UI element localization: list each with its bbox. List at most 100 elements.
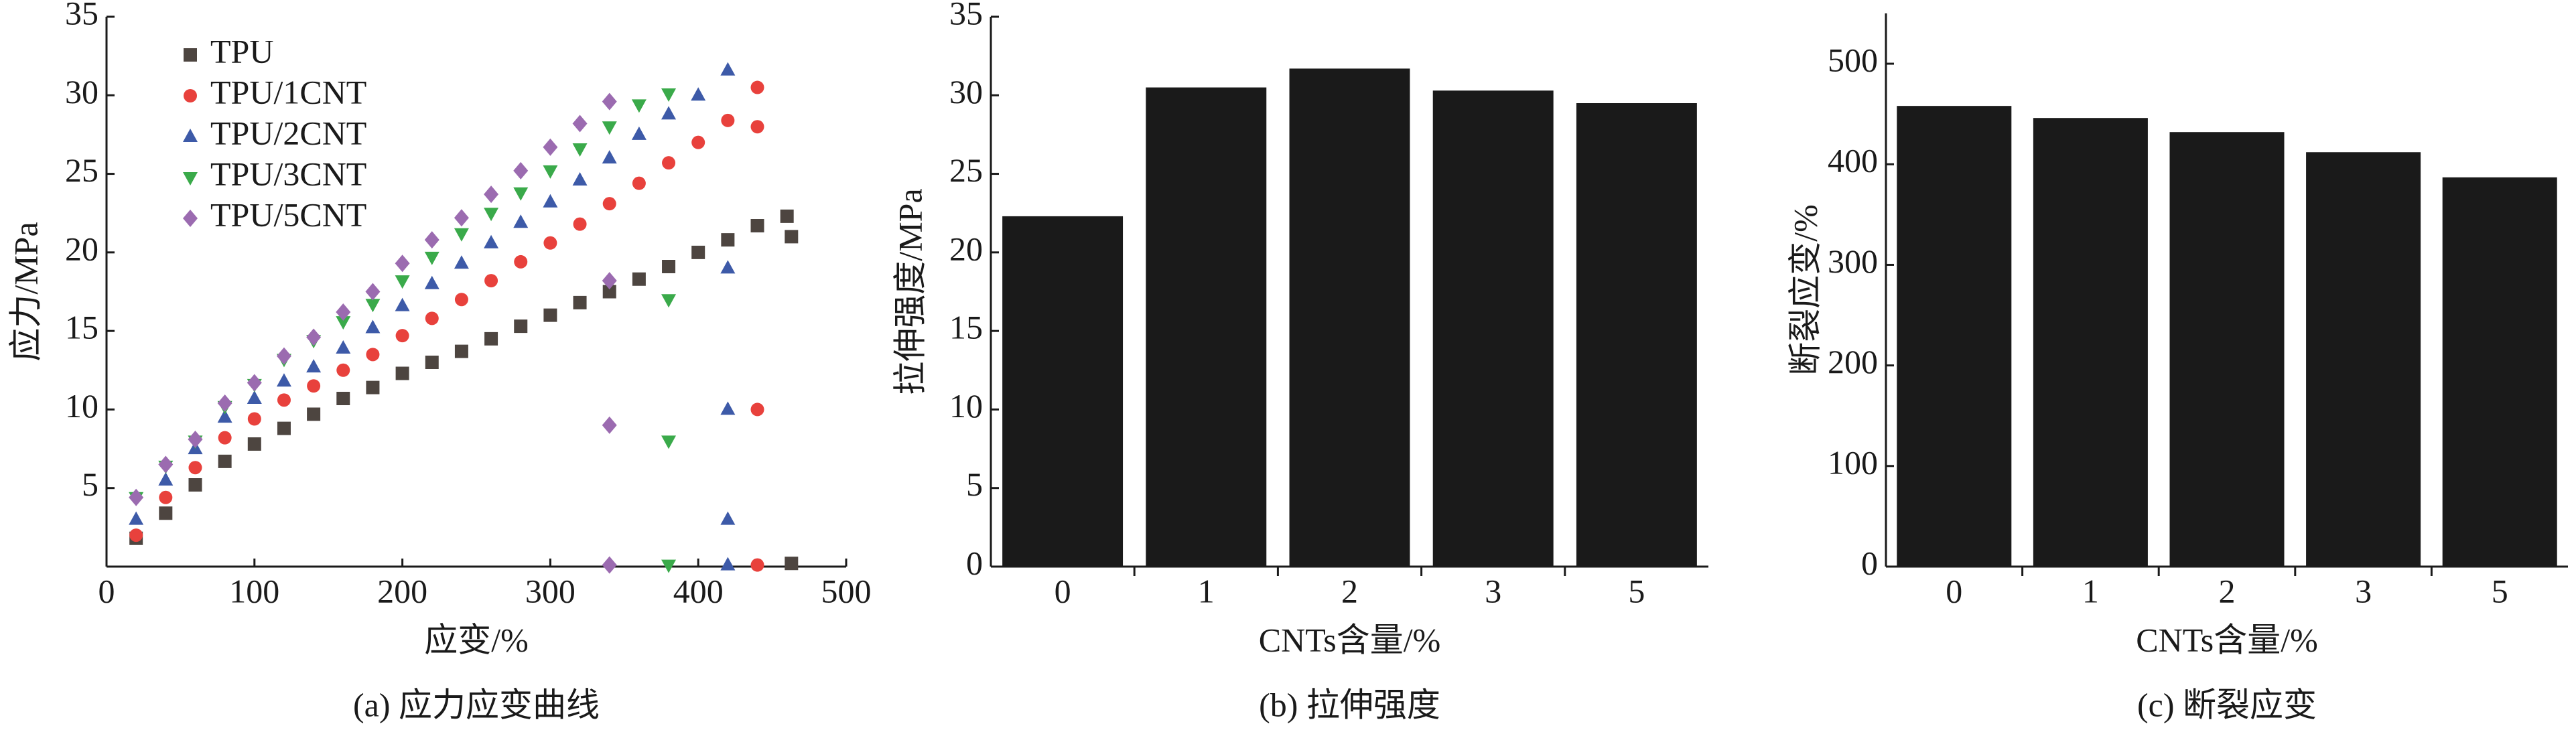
scatter-point [691,245,705,259]
bar [1002,216,1124,567]
scatter-point [484,274,498,288]
x-tick-label: 0 [1946,572,1962,609]
x-axis-label: 应变/% [424,621,529,658]
y-axis-label: 应力/MPa [7,222,44,361]
legend-label: TPU/2CNT [210,114,366,151]
scatter-point [632,176,646,190]
legend-label: TPU/3CNT [210,155,366,192]
scatter-point [750,558,764,572]
scatter-point [484,332,498,346]
x-tick-label: 500 [821,572,872,609]
x-axis-label: CNTs含量/% [2136,621,2318,658]
scatter-point [602,272,617,290]
scatter-point [425,356,439,370]
scatter-point [159,506,173,520]
scatter-point [365,319,381,334]
x-axis-label: CNTs含量/% [1259,621,1441,658]
scatter-point [602,556,617,574]
scatter-point [366,380,380,394]
scatter-point [543,138,558,156]
scatter-point [513,161,529,179]
scatter-point [602,121,617,135]
scatter-point [454,255,469,269]
scatter-point [365,299,381,313]
y-tick-label: 30 [949,73,983,111]
y-tick-label: 300 [1828,242,1878,280]
x-tick-label: 0 [1055,572,1071,609]
caption: (a) 应力应变曲线 [353,686,600,723]
y-axis-label: 拉伸强度/MPa [891,188,929,394]
scatter-point [602,416,617,434]
legend-marker [183,172,198,186]
y-tick-label: 25 [949,151,983,189]
scatter-point [691,135,705,149]
scatter-point [454,228,469,242]
caption: (b) 拉伸强度 [1259,686,1440,723]
y-tick-label: 35 [65,0,98,31]
x-tick-label: 3 [2355,572,2372,609]
scatter-point [336,363,350,377]
x-tick-label: 2 [2219,572,2236,609]
scatter-point [543,308,557,322]
x-tick-label: 1 [2082,572,2099,609]
scatter-point [602,92,617,111]
scatter-point [395,297,410,311]
scatter-point [454,344,468,358]
scatter-point [543,194,558,208]
x-tick-label: 400 [673,572,724,609]
y-tick-label: 25 [65,151,98,189]
legend-label: TPU/5CNT [210,196,366,233]
scatter-point [159,490,173,504]
bar [1897,106,2012,567]
scatter-point [336,392,350,406]
x-tick-label: 300 [525,572,575,609]
bar [2033,118,2148,567]
scatter-point [454,209,469,227]
scatter-point [424,275,439,289]
scatter-point [365,283,381,301]
x-tick-label: 100 [229,572,279,609]
x-tick-label: 5 [1628,572,1645,609]
scatter-point [602,285,616,299]
scatter-point [572,115,588,133]
y-tick-label: 5 [966,465,983,503]
y-tick-label: 0 [1861,544,1878,581]
scatter-point [247,437,261,451]
scatter-point [573,295,587,309]
scatter-point [277,421,291,435]
legend-marker [184,89,197,102]
scatter-point [129,511,144,525]
y-tick-label: 30 [65,73,98,111]
y-tick-label: 400 [1828,142,1878,179]
scatter-point [720,511,736,525]
scatter-point [631,126,647,140]
legend-label: TPU [210,32,273,70]
scatter-point [602,197,616,211]
bar [2306,152,2421,567]
scatter-point [662,156,676,170]
y-tick-label: 20 [65,230,98,267]
y-tick-label: 35 [949,0,983,31]
scatter-point [217,409,232,423]
scatter-point [691,87,706,101]
y-tick-label: 20 [949,230,983,267]
scatter-point [306,328,322,346]
scatter-point [129,488,144,506]
legend-label: TPU/1CNT [210,73,366,111]
scatter-point [307,379,321,393]
scatter-point [661,294,677,308]
scatter-point [750,120,764,134]
bar [1432,90,1554,567]
scatter-point [247,374,262,392]
bar [2169,132,2285,567]
scatter-point [424,251,439,265]
scatter-point [721,113,735,127]
x-tick-label: 2 [1341,572,1358,609]
scatter-point [661,559,677,573]
scatter-point [631,99,647,113]
caption: (c) 断裂应变 [2137,686,2317,723]
x-tick-label: 0 [98,572,115,609]
scatter-point [188,461,202,475]
